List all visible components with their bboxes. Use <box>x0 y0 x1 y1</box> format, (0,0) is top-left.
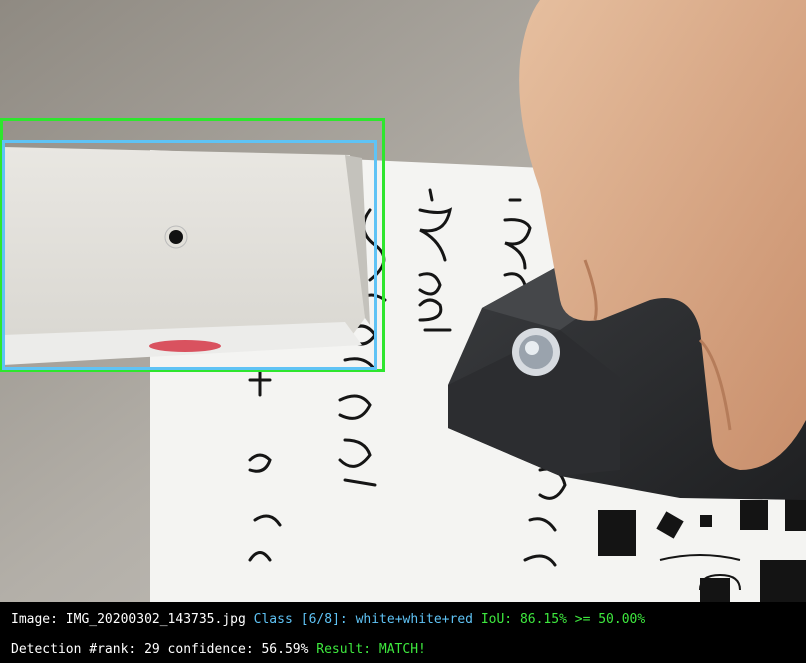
photo-scene <box>0 0 806 602</box>
class-name: white+white+red <box>355 612 473 627</box>
result-value: MATCH! <box>378 642 426 657</box>
confidence-label: confidence: <box>167 642 254 657</box>
iou-value: 86.15% <box>519 612 567 627</box>
camera-photo <box>0 0 806 602</box>
iou-label: IoU: <box>480 612 513 627</box>
iou-operator: >= <box>574 612 591 627</box>
detection-rank: 29 <box>144 642 160 657</box>
prediction-bounding-box <box>2 140 377 370</box>
image-name: IMG_20200302_143735.jpg <box>65 612 246 627</box>
white-box-object <box>3 147 365 362</box>
detection-rank-label: Detection #rank: <box>11 642 137 657</box>
confidence-value: 56.59% <box>261 642 309 657</box>
iou-threshold: 50.00% <box>598 612 646 627</box>
red-marking <box>149 340 221 352</box>
result-label: Result: <box>316 642 372 657</box>
printed-marker-pattern <box>598 495 806 602</box>
image-label: Image: <box>11 612 58 627</box>
class-index: [6/8]: <box>300 612 348 627</box>
hand <box>519 0 806 470</box>
ground-truth-bounding-box <box>0 118 385 372</box>
info-line-1: Image: IMG_20200302_143735.jpg Class [6/8… <box>11 613 645 626</box>
info-line-2: Detection #rank: 29 confidence: 56.59% R… <box>11 643 426 656</box>
class-label: Class <box>253 612 293 627</box>
detection-info-panel: Image: IMG_20200302_143735.jpg Class [6/8… <box>0 602 806 663</box>
